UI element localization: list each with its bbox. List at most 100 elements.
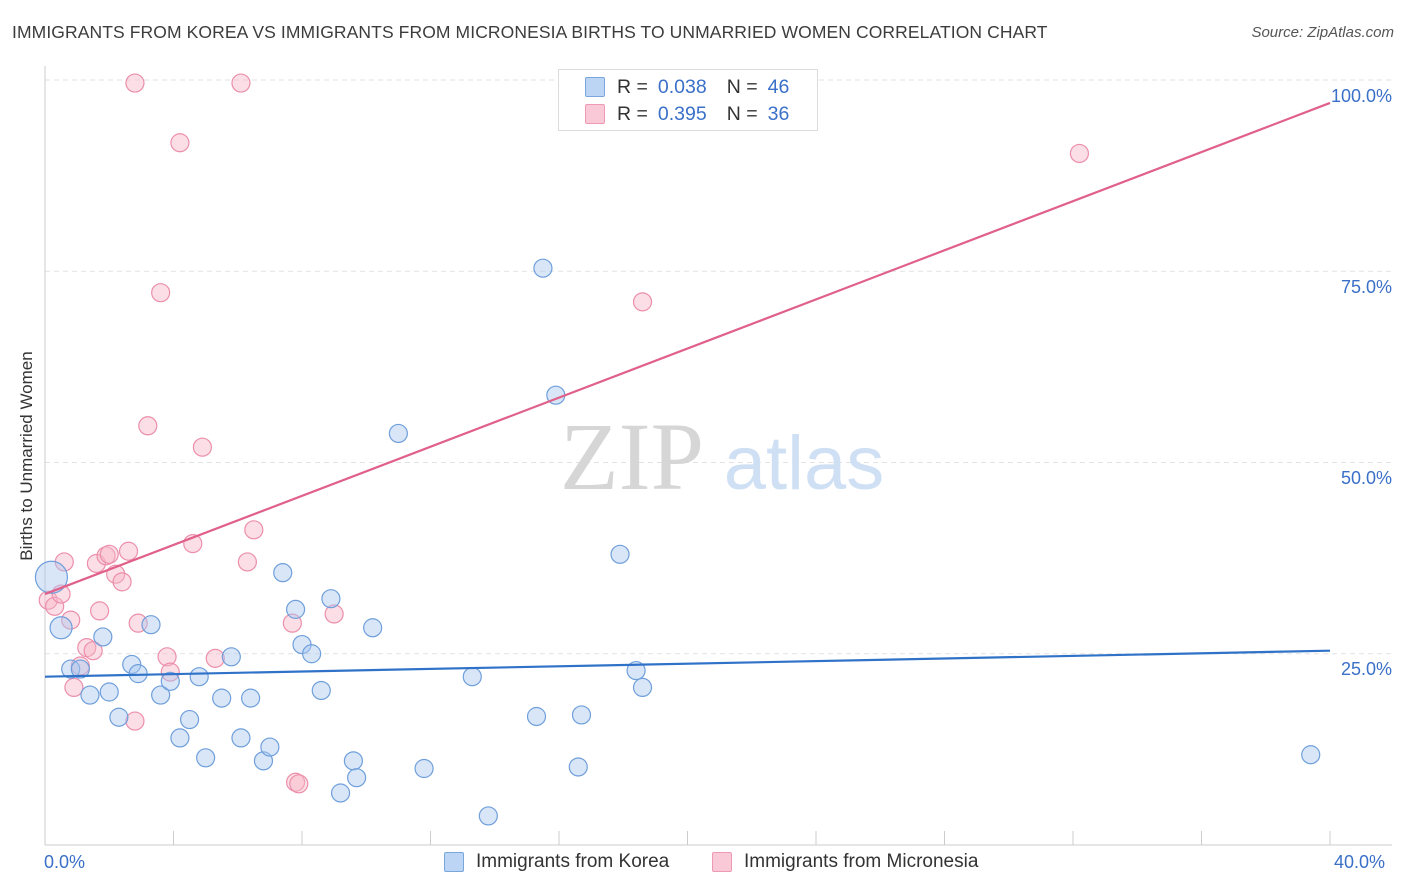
korea-point	[568, 757, 588, 777]
korea-point	[273, 563, 293, 583]
korea-point	[462, 667, 482, 687]
korea-point	[212, 688, 232, 708]
legend-item-micronesia[interactable]: Immigrants from Micronesia	[712, 851, 978, 873]
micronesia-point	[157, 647, 177, 667]
micronesia-point	[151, 283, 171, 303]
korea-point	[526, 706, 547, 727]
micronesia-point	[170, 133, 190, 153]
korea-point	[141, 615, 161, 635]
trend-lines	[44, 101, 1331, 678]
micronesia-legend-label: Immigrants from Micronesia	[744, 851, 979, 872]
korea-point	[610, 544, 630, 564]
micronesia-point	[118, 541, 139, 561]
korea-point	[99, 682, 119, 702]
korea-point	[70, 659, 90, 679]
micronesia-point	[96, 546, 116, 566]
chart-title: IMMIGRANTS FROM KOREA VS IMMIGRANTS FROM…	[12, 22, 1048, 42]
korea-point	[363, 618, 383, 638]
micronesia-point	[632, 292, 653, 312]
micronesia-legend-swatch	[712, 852, 732, 872]
micronesia-point	[112, 572, 132, 592]
korea-point	[170, 728, 190, 748]
korea-point	[285, 599, 306, 619]
korea-point	[61, 659, 81, 679]
korea-point	[343, 751, 363, 771]
korea-point	[260, 737, 280, 757]
watermark-zip: ZIP	[560, 403, 704, 510]
korea-point	[478, 806, 498, 826]
source-credit: Source: ZipAtlas.com	[1251, 24, 1394, 41]
x-tick-label-min: 0.0%	[44, 852, 86, 872]
korea-point	[179, 709, 200, 730]
y-tick-label-75: 75.0%	[1340, 277, 1392, 297]
micronesia-point	[244, 520, 264, 540]
micronesia-point	[125, 73, 145, 93]
korea-points	[34, 258, 1321, 826]
korea-point	[151, 685, 171, 705]
legend-row-micronesia: R = 0.395 N = 36	[585, 102, 789, 126]
micronesia-point	[231, 73, 251, 93]
korea-point	[1301, 745, 1321, 765]
korea-n-label: N =	[726, 75, 758, 98]
korea-point	[34, 560, 69, 594]
micronesia-point	[83, 641, 103, 661]
watermark: ZIP atlas	[560, 403, 884, 510]
korea-point	[93, 627, 113, 647]
korea-point	[189, 667, 209, 687]
micronesia-point	[285, 772, 306, 792]
korea-point	[321, 589, 341, 609]
y-tick-label-25: 25.0%	[1340, 659, 1392, 679]
x-tick-label-max: 40.0%	[1334, 852, 1386, 872]
korea-point	[109, 707, 129, 727]
korea-point	[196, 748, 216, 768]
korea-point	[533, 258, 553, 278]
korea-point	[160, 671, 180, 691]
korea-point	[632, 677, 653, 698]
korea-point	[49, 616, 73, 640]
y-axis-label: Births to Unmarried Women	[17, 351, 36, 561]
micronesia-point	[192, 437, 213, 457]
micronesia-point	[45, 596, 65, 616]
korea-point	[241, 688, 261, 708]
korea-point	[347, 768, 367, 788]
micronesia-point	[90, 601, 110, 621]
micronesia-r-value: 0.395	[657, 102, 707, 125]
y-tick-label-100: 100.0%	[1330, 86, 1392, 106]
korea-point	[80, 685, 100, 705]
korea-swatch	[585, 77, 605, 97]
micronesia-trend-line	[44, 101, 1331, 596]
korea-r-value: 0.038	[657, 75, 707, 98]
y-tick-label-50: 50.0%	[1340, 468, 1392, 488]
korea-legend-label: Immigrants from Korea	[476, 851, 670, 872]
korea-point	[414, 758, 434, 779]
watermark-atlas: atlas	[724, 421, 885, 506]
korea-trend-line	[44, 649, 1331, 678]
korea-point	[330, 783, 351, 803]
korea-r-label: R =	[617, 75, 648, 98]
micronesia-n-value: 36	[767, 102, 790, 125]
micronesia-point	[324, 604, 344, 624]
micronesia-point	[237, 552, 257, 572]
micronesia-n-label: N =	[726, 102, 758, 125]
micronesia-point	[99, 544, 119, 564]
korea-point	[302, 644, 322, 664]
korea-point	[388, 423, 408, 444]
micronesia-point	[125, 711, 145, 731]
legend-item-korea[interactable]: Immigrants from Korea	[444, 851, 669, 873]
korea-point	[221, 647, 241, 667]
correlation-legend: R = 0.038 N = 46 R = 0.395 N = 36	[558, 69, 818, 131]
micronesia-point	[289, 774, 309, 794]
micronesia-swatch	[585, 104, 605, 124]
korea-point	[311, 680, 331, 701]
korea-point	[231, 728, 251, 748]
micronesia-point	[61, 610, 81, 630]
micronesia-point	[1069, 143, 1090, 164]
korea-point	[571, 705, 592, 725]
micronesia-r-label: R =	[617, 102, 648, 125]
micronesia-point	[205, 648, 225, 668]
korea-n-value: 46	[767, 75, 790, 98]
micronesia-point	[138, 416, 158, 436]
micronesia-point	[64, 677, 84, 698]
legend-row-korea: R = 0.038 N = 46	[585, 75, 789, 99]
